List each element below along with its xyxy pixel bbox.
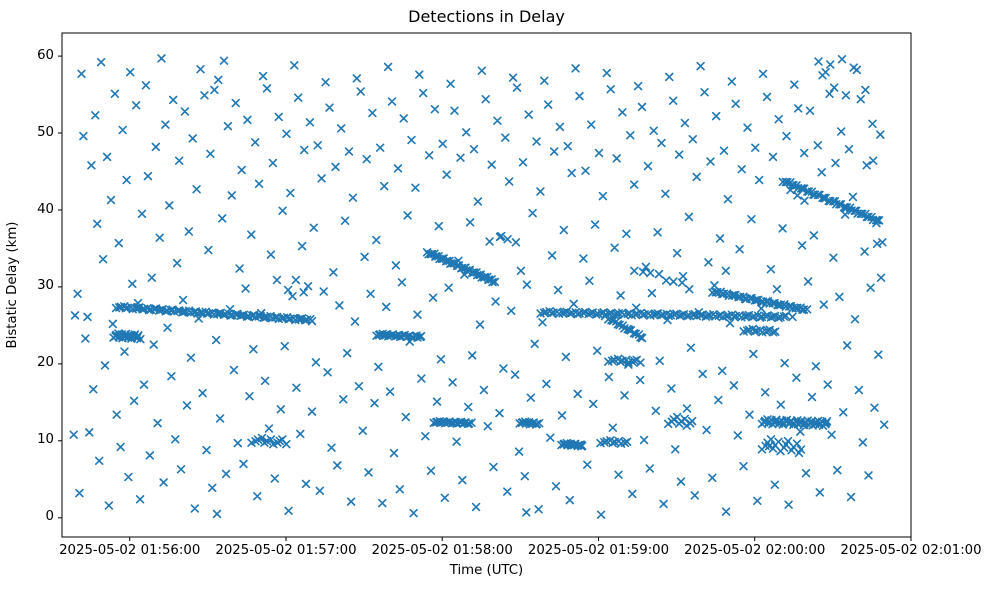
x-tick-label: 2025-05-02 01:57:00 [215, 543, 357, 558]
y-tick-label: 20 [37, 355, 54, 371]
y-tick-label: 60 [37, 47, 54, 63]
x-tick-label: 2025-05-02 02:00:00 [684, 543, 826, 558]
x-tick-label: 2025-05-02 01:59:00 [527, 543, 670, 558]
scatter-points [69, 54, 889, 519]
y-tick-label: 10 [37, 432, 54, 448]
x-tick-label: 2025-05-02 01:56:00 [59, 543, 201, 558]
y-tick-label: 30 [37, 278, 54, 294]
x-tick-label: 2025-05-02 01:58:00 [371, 543, 513, 558]
plot-title: Detections in Delay [408, 7, 565, 26]
axes-frame [61, 32, 912, 538]
x-tick-label: 2025-05-02 02:01:00 [840, 543, 982, 558]
x-axis-label: Time (UTC) [449, 563, 524, 578]
y-tick-label: 50 [37, 124, 54, 140]
y-tick-label: 0 [45, 509, 54, 525]
y-tick-label: 40 [37, 201, 54, 217]
